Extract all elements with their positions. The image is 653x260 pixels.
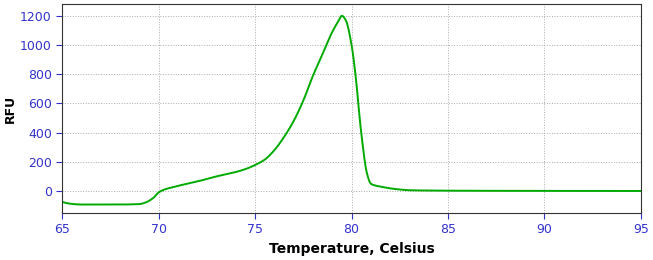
Y-axis label: RFU: RFU	[4, 94, 17, 122]
X-axis label: Temperature, Celsius: Temperature, Celsius	[268, 242, 434, 256]
